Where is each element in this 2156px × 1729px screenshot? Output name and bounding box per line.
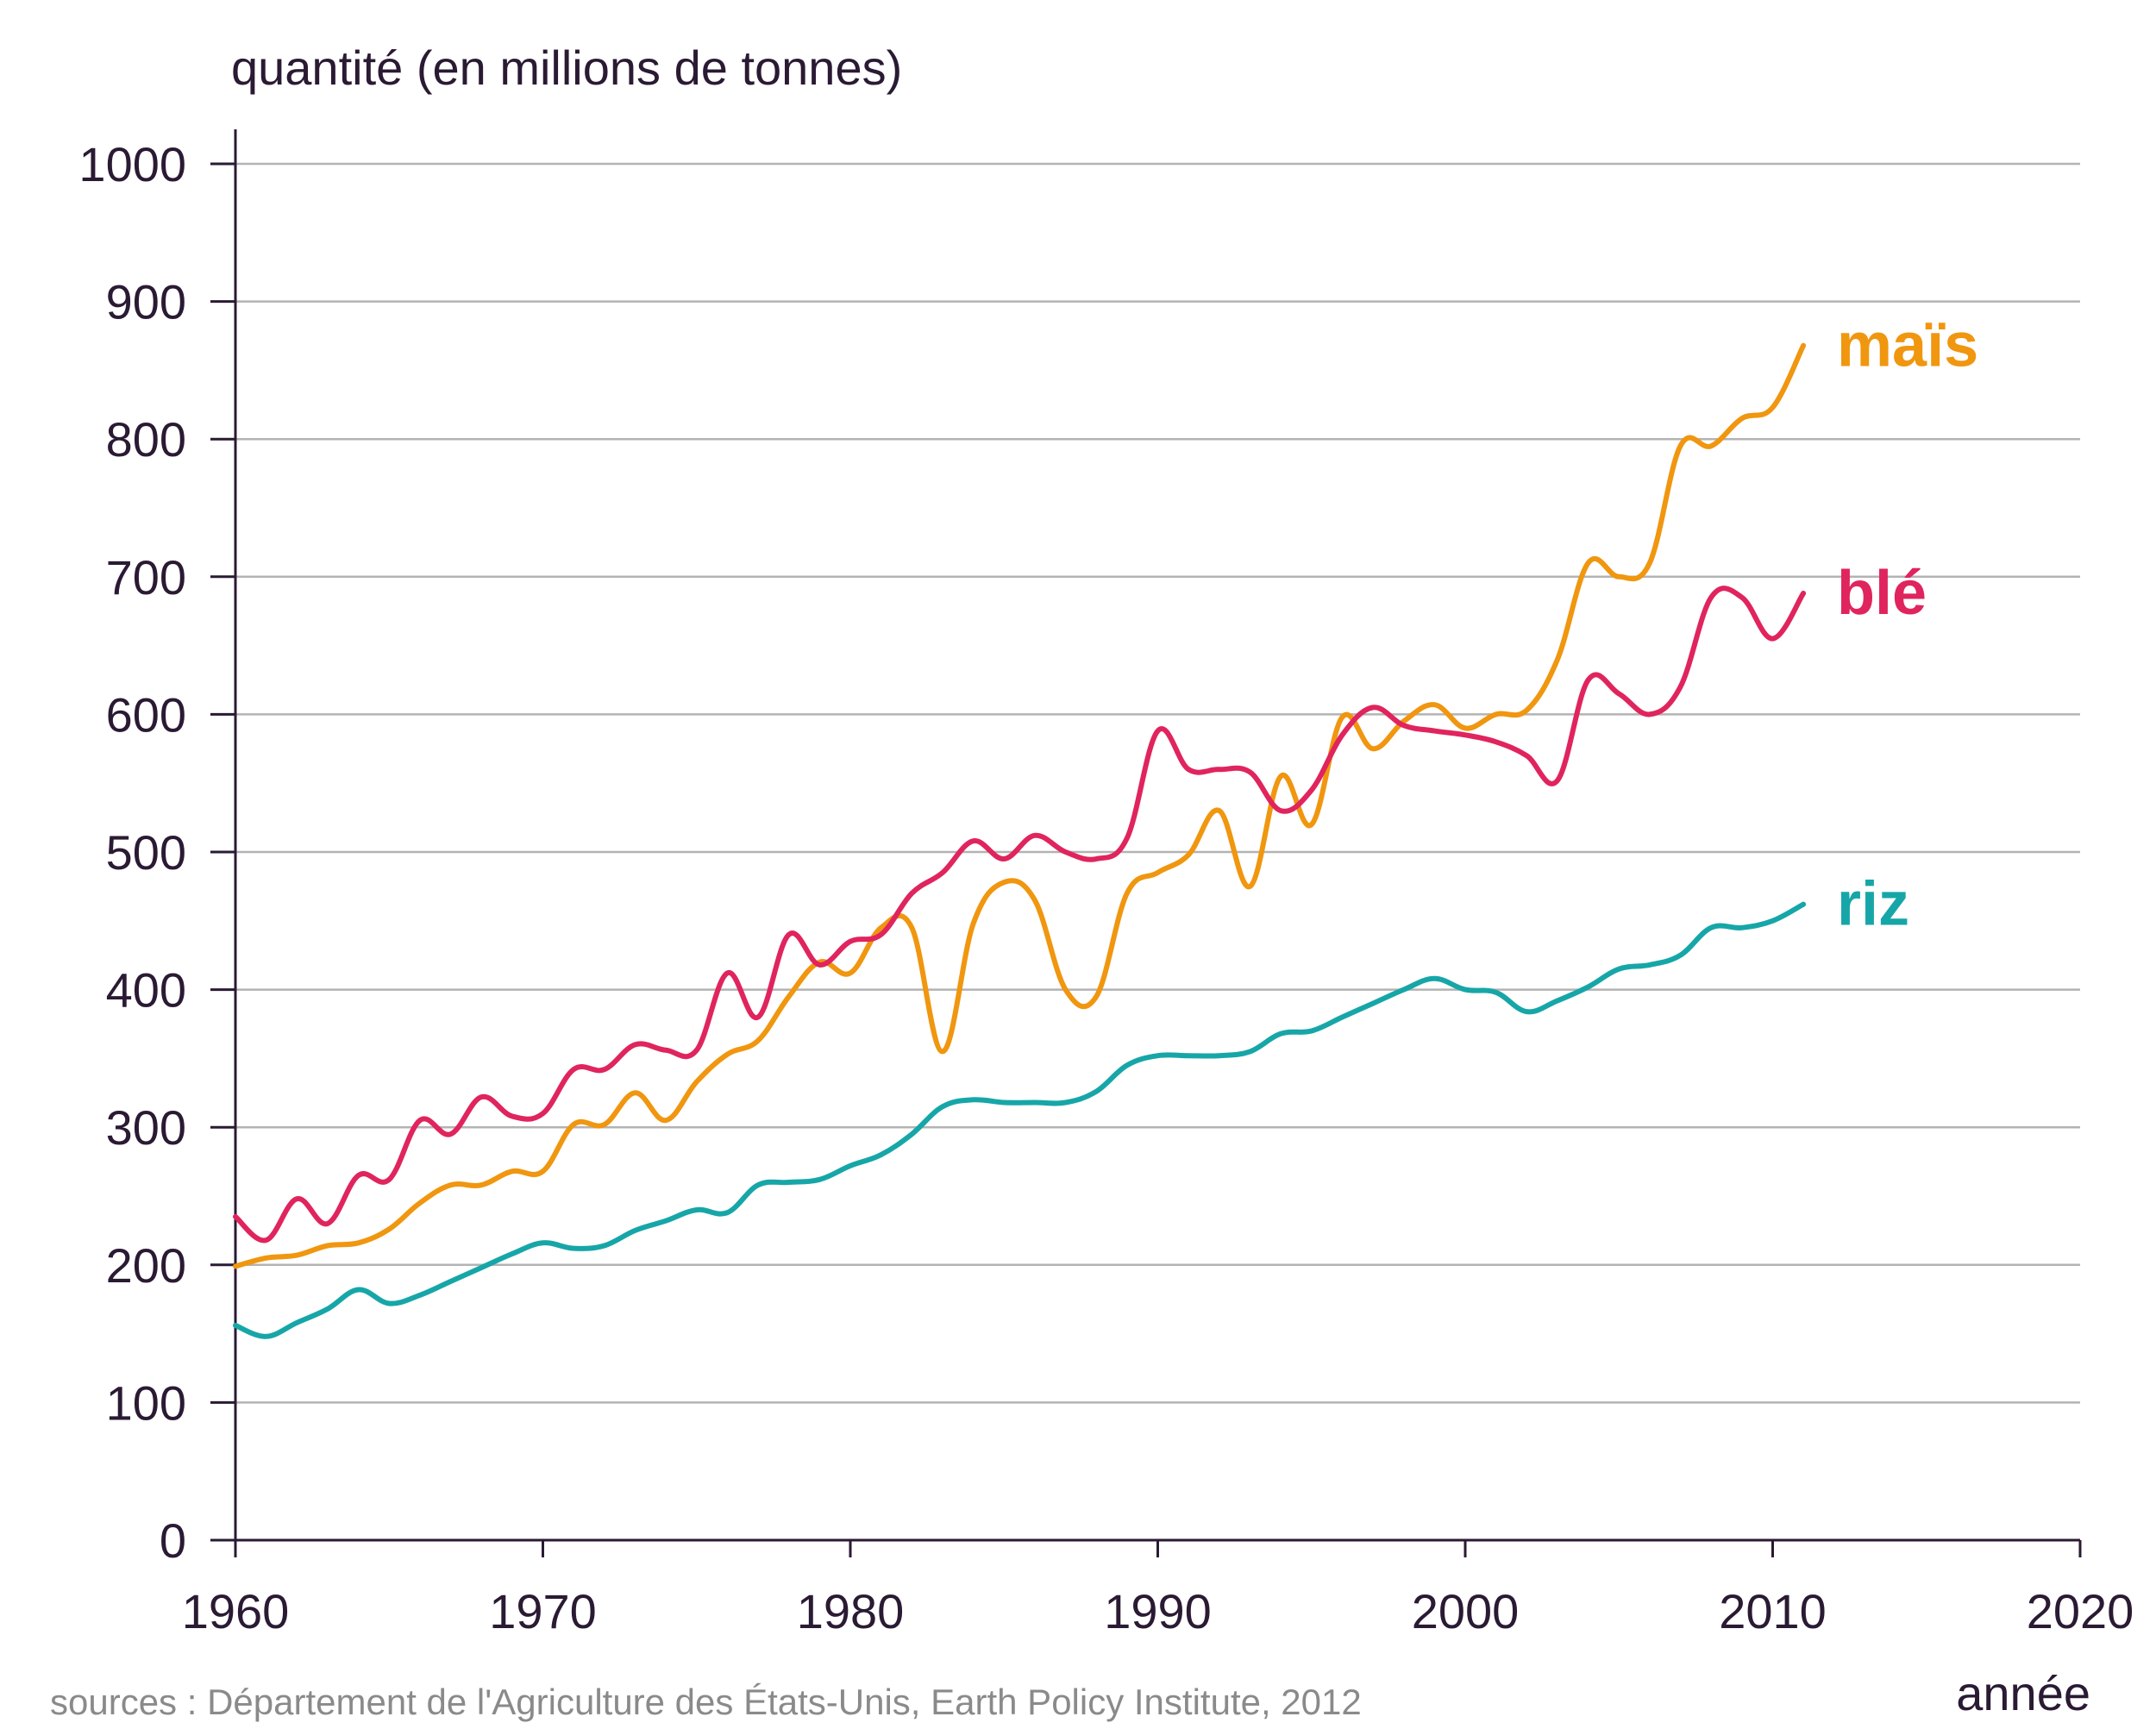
y-tick-label: 800 (106, 412, 186, 467)
y-axis-title: quantité (en millions de tonnes) (231, 41, 902, 95)
x-tick-label: 2000 (1412, 1584, 1520, 1638)
y-tick-label: 900 (106, 275, 186, 329)
series-labels: maïs blé riz (1837, 311, 1978, 939)
x-axis-title: année (1956, 1666, 2090, 1720)
x-tick-label: 2020 (2027, 1584, 2134, 1638)
y-tick-label: 400 (106, 963, 186, 1018)
x-tick-label: 2010 (1719, 1584, 1827, 1638)
series-line (233, 901, 1807, 1339)
y-tick-label: 500 (106, 825, 186, 880)
series-line (233, 342, 1807, 1269)
series-lines (233, 342, 1807, 1339)
x-tick-label: 1970 (489, 1584, 597, 1638)
series-label: riz (1837, 870, 1909, 939)
y-tick-label: 300 (106, 1100, 186, 1155)
series-line (233, 586, 1807, 1244)
y-tick-label: 0 (160, 1513, 186, 1568)
y-tick-label: 200 (106, 1238, 186, 1293)
x-ticks: 1960 1970 1980 1990 2000 2010 2020 (182, 1540, 2134, 1638)
y-tick-label: 1000 (78, 137, 186, 191)
y-tick-label: 700 (106, 550, 186, 605)
x-tick-label: 1990 (1104, 1584, 1212, 1638)
series-label: maïs (1837, 311, 1978, 380)
axes (210, 129, 2080, 1542)
x-tick-label: 1980 (797, 1584, 905, 1638)
source-note: sources : Département de l'Agriculture d… (50, 1682, 1362, 1722)
y-tick-label: 100 (106, 1375, 186, 1430)
y-tick-label: 600 (106, 687, 186, 742)
x-tick-label: 1960 (182, 1584, 290, 1638)
y-ticks: 0 100 200 300 400 500 600 700 800 900 1000 (78, 137, 235, 1568)
series-label: blé (1837, 559, 1927, 628)
grid-lines (235, 162, 2080, 1404)
